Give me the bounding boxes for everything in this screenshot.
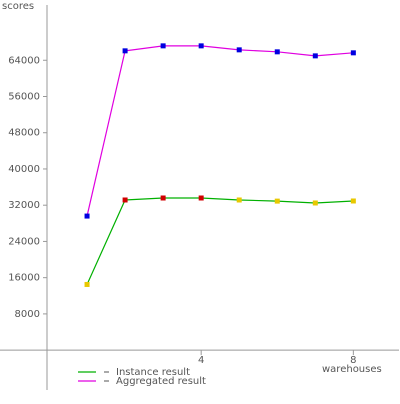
- data-point: [84, 281, 90, 287]
- data-point: [274, 198, 280, 204]
- y-tick-label: 32000: [8, 200, 40, 211]
- series-line: [86, 45, 354, 217]
- y-tick-label: 40000: [8, 164, 40, 175]
- data-point: [198, 195, 204, 201]
- y-tick-label: 24000: [8, 236, 40, 247]
- data-point: [312, 53, 318, 59]
- y-tick-label: 8000: [15, 309, 40, 320]
- data-point: [160, 195, 166, 201]
- x-tick-label: 8: [350, 355, 356, 366]
- data-point: [84, 213, 90, 219]
- data-point: [274, 49, 280, 55]
- series-line: [86, 197, 354, 285]
- data-point: [122, 197, 128, 203]
- y-axis-label: scores: [2, 1, 34, 12]
- data-point: [312, 200, 318, 206]
- legend-label: Aggregated result: [116, 376, 206, 387]
- y-tick-label: 48000: [8, 128, 40, 139]
- y-tick-label: 56000: [8, 91, 40, 102]
- x-tick-label: 4: [198, 355, 204, 366]
- x-axis-label: warehouses: [322, 364, 382, 375]
- legend-label: Instance result: [116, 367, 190, 378]
- data-point: [122, 48, 128, 54]
- data-point: [350, 50, 356, 56]
- y-tick-label: 16000: [8, 273, 40, 284]
- data-point: [236, 47, 242, 53]
- data-point: [198, 43, 204, 49]
- data-point: [350, 198, 356, 204]
- y-tick-label: 64000: [8, 55, 40, 66]
- data-point: [236, 197, 242, 203]
- data-point: [160, 43, 166, 49]
